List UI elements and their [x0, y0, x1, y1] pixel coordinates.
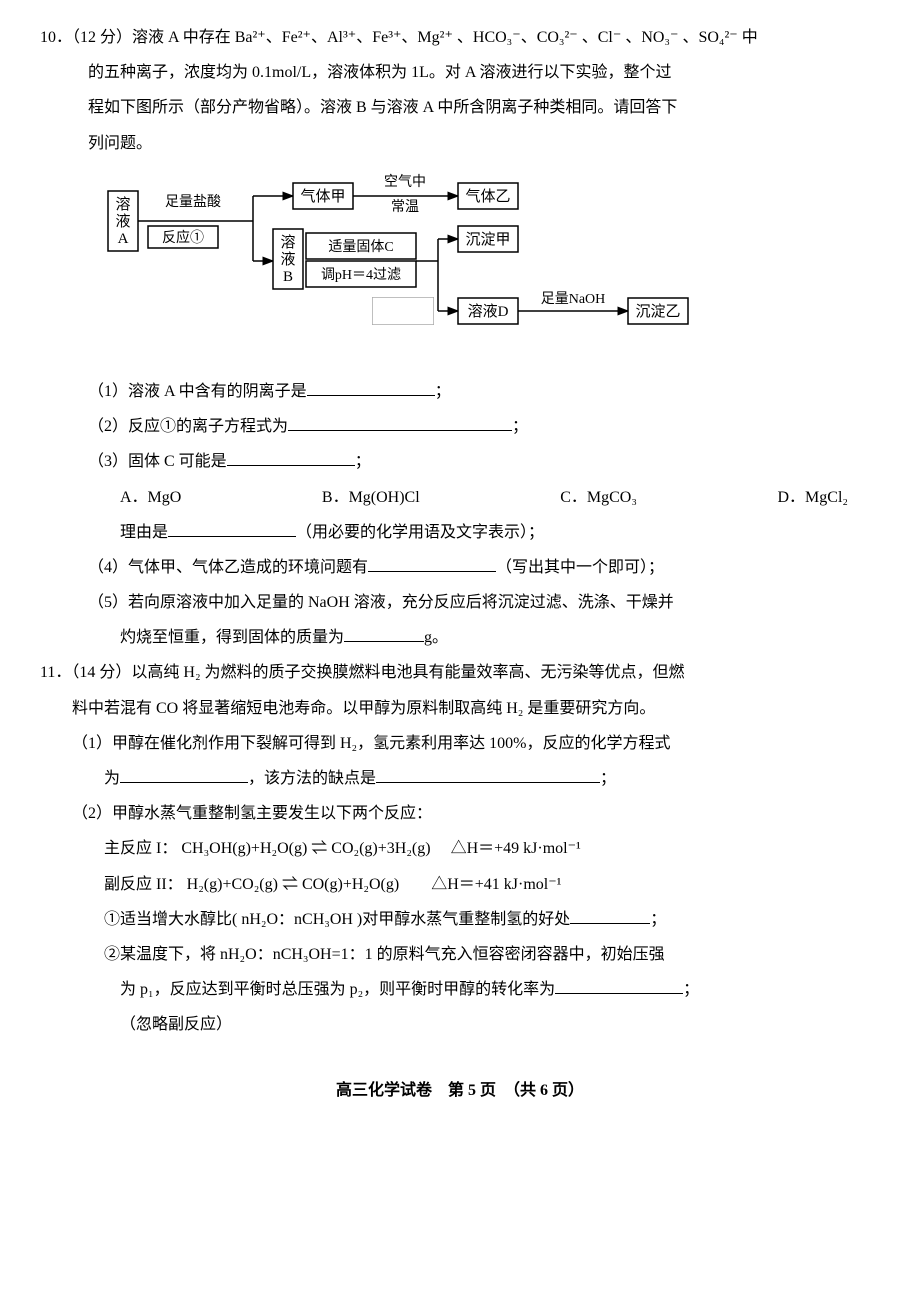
r2-label: 副反应 II： [104, 876, 183, 893]
blank [555, 974, 683, 994]
q10-p1-text: （1）溶液 A 中含有的阴离子是 [88, 383, 307, 400]
q11-r1: 主反应 I： CH₃OH(g)+H₂O(g) ⇌ CO₂(g)+3H₂(g) △… [104, 831, 880, 866]
label-ph4: 调pH＝4过滤 [321, 267, 401, 283]
q11-stem1: 以高纯 H₂ 为燃料的质子交换膜燃料电池具有能量效率高、无污染等优点，但燃 [88, 655, 880, 690]
question-10: 10．（12 分） 溶液 A 中存在 Ba²⁺、Fe²⁺、Al³⁺、Fe³⁺、M… [40, 20, 880, 655]
blank [168, 517, 296, 537]
box-sol-d2: 溶液D [468, 303, 509, 320]
q10-p4: （4）气体甲、气体乙造成的环境问题有 （写出其中一个即可）； [88, 550, 880, 585]
q11-p1a: （1）甲醇在催化剂作用下裂解可得到 H₂，氢元素利用率达 100%，反应的化学方… [72, 726, 880, 761]
blank [120, 763, 248, 783]
q11-p1b-pre: 为 [104, 770, 120, 787]
blank [376, 763, 600, 783]
q11-s1: ①适当增大水醇比( nH₂O：nCH₃OH )对甲醇水蒸气重整制氢的好处 ； [104, 902, 880, 937]
blank [227, 446, 355, 466]
s2b-tail: ； [683, 981, 699, 998]
label-hcl: 足量盐酸 [165, 194, 221, 210]
page-footer: 高三化学试卷 第 5 页 （共 6 页） [40, 1073, 880, 1108]
box-sol-b1: 溶 [280, 234, 295, 251]
q10-p3-text: （3）固体 C 可能是 [88, 453, 227, 470]
q10-stem-line2: 的五种离子，浓度均为 0.1mol/L，溶液体积为 1L。对 A 溶液进行以下实… [88, 55, 880, 90]
label-air1: 空气中 [384, 174, 426, 190]
q10-stem-line4: 列问题。 [88, 126, 880, 161]
box-sol-a3: A [118, 231, 129, 247]
blank [288, 411, 512, 431]
box-sol-a2: 液 [115, 213, 130, 230]
blank [570, 904, 650, 924]
q11-p1b-mid: ，该方法的缺点是 [248, 770, 376, 787]
q11-p1b-tail: ； [600, 770, 616, 787]
r1-dh: △H＝+49 kJ·mol⁻¹ [451, 840, 581, 857]
q11-number: 11．（14 分） [40, 655, 131, 690]
s1-tail: ； [650, 911, 666, 928]
q10-p4-pre: （4）气体甲、气体乙造成的环境问题有 [88, 559, 368, 576]
q10-optB: B．Mg(OH)Cl [322, 480, 420, 515]
q10-p5b-pre: 灼烧至恒重，得到固体的质量为 [120, 629, 344, 646]
box-pp-yi: 沉淀乙 [635, 303, 680, 320]
q10-p2: （2）反应①的离子方程式为 ； [88, 409, 880, 444]
q10-optC: C．MgCO₃ [560, 480, 637, 515]
q10-number: 10．（12 分） [40, 20, 132, 55]
q10-reason-pre: 理由是 [120, 524, 168, 541]
r1-eq: CH₃OH(g)+H₂O(g) ⇌ CO₂(g)+3H₂(g) [181, 840, 430, 857]
q10-p5b-tail: g。 [424, 629, 448, 646]
q11-s2c: （忽略副反应） [120, 1007, 880, 1042]
box-gas-yi: 气体乙 [465, 188, 510, 205]
q10-p4-tail: （写出其中一个即可）； [496, 559, 664, 576]
question-11: 11．（14 分） 以高纯 H₂ 为燃料的质子交换膜燃料电池具有能量效率高、无污… [40, 655, 880, 1042]
r2-dh: △H＝+41 kJ·mol⁻¹ [431, 876, 561, 893]
q10-p5b: 灼烧至恒重，得到固体的质量为 g。 [120, 620, 880, 655]
box-pp-jia: 沉淀甲 [465, 231, 510, 248]
q10-p3: （3）固体 C 可能是 ； [88, 444, 880, 479]
q11-s2b: 为 p₁，反应达到平衡时总压强为 p₂，则平衡时甲醇的转化率为 ； [120, 972, 880, 1007]
box-gas-jia: 气体甲 [300, 188, 345, 205]
q10-p1: （1）溶液 A 中含有的阴离子是 ； [88, 374, 880, 409]
q10-p5a: （5）若向原溶液中加入足量的 NaOH 溶液，充分反应后将沉淀过滤、洗涤、干燥并 [88, 585, 880, 620]
q11-p2: （2）甲醇水蒸气重整制氢主要发生以下两个反应： [72, 796, 880, 831]
box-sol-a1: 溶 [115, 196, 130, 213]
q10-p2-text: （2）反应①的离子方程式为 [88, 418, 288, 435]
q10-flow-diagram: 溶 液 A 足量盐酸 反应① 气体甲 空气中 常温 气体乙 溶 液 [88, 171, 880, 364]
label-solidc: 适量固体C [328, 239, 393, 255]
blank [344, 622, 424, 642]
q11-p1b: 为 ，该方法的缺点是 ； [104, 761, 880, 796]
r2-eq: H₂(g)+CO₂(g) ⇌ CO(g)+H₂O(g) [187, 876, 400, 893]
q10-reason: 理由是 （用必要的化学用语及文字表示）； [120, 515, 880, 550]
q10-stem-line1: 溶液 A 中存在 Ba²⁺、Fe²⁺、Al³⁺、Fe³⁺、Mg²⁺ 、HCO₃⁻… [88, 20, 880, 55]
q10-options: A．MgO B．Mg(OH)Cl C．MgCO₃ D．MgCl₂ [120, 480, 880, 515]
s2b-pre: 为 p₁，反应达到平衡时总压强为 p₂，则平衡时甲醇的转化率为 [120, 981, 555, 998]
q11-s2a: ②某温度下，将 nH₂O：nCH₃OH=1：1 的原料气充入恒容密闭容器中，初始… [104, 937, 880, 972]
label-rxn1: 反应① [162, 229, 204, 246]
q10-p1-tail: ； [435, 383, 451, 400]
q11-stem2: 料中若混有 CO 将显著缩短电池寿命。以甲醇为原料制取高纯 H₂ 是重要研究方向… [72, 691, 880, 726]
q10-p3-tail: ； [355, 453, 371, 470]
q10-stem-line3: 程如下图所示（部分产物省略）。溶液 B 与溶液 A 中所含阴离子种类相同。请回答… [88, 90, 880, 125]
blank [368, 552, 496, 572]
q10-reason-tail: （用必要的化学用语及文字表示）； [296, 524, 544, 541]
label-naoh: 足量NaOH [541, 291, 606, 307]
box-sol-b3: B [283, 269, 293, 285]
box-sol-b2: 液 [280, 251, 295, 268]
q10-optA: A．MgO [120, 480, 181, 515]
q11-r2: 副反应 II： H₂(g)+CO₂(g) ⇌ CO(g)+H₂O(g) △H＝+… [104, 867, 880, 902]
blank [307, 376, 435, 396]
label-air2: 常温 [391, 199, 419, 215]
flow-svg: 溶 液 A 足量盐酸 反应① 气体甲 空气中 常温 气体乙 溶 液 [88, 171, 728, 351]
s1-pre: ①适当增大水醇比( nH₂O：nCH₃OH )对甲醇水蒸气重整制氢的好处 [104, 911, 570, 928]
q10-p2-tail: ； [512, 418, 528, 435]
r1-label: 主反应 I： [104, 840, 177, 857]
q10-optD: D．MgCl₂ [778, 480, 848, 515]
